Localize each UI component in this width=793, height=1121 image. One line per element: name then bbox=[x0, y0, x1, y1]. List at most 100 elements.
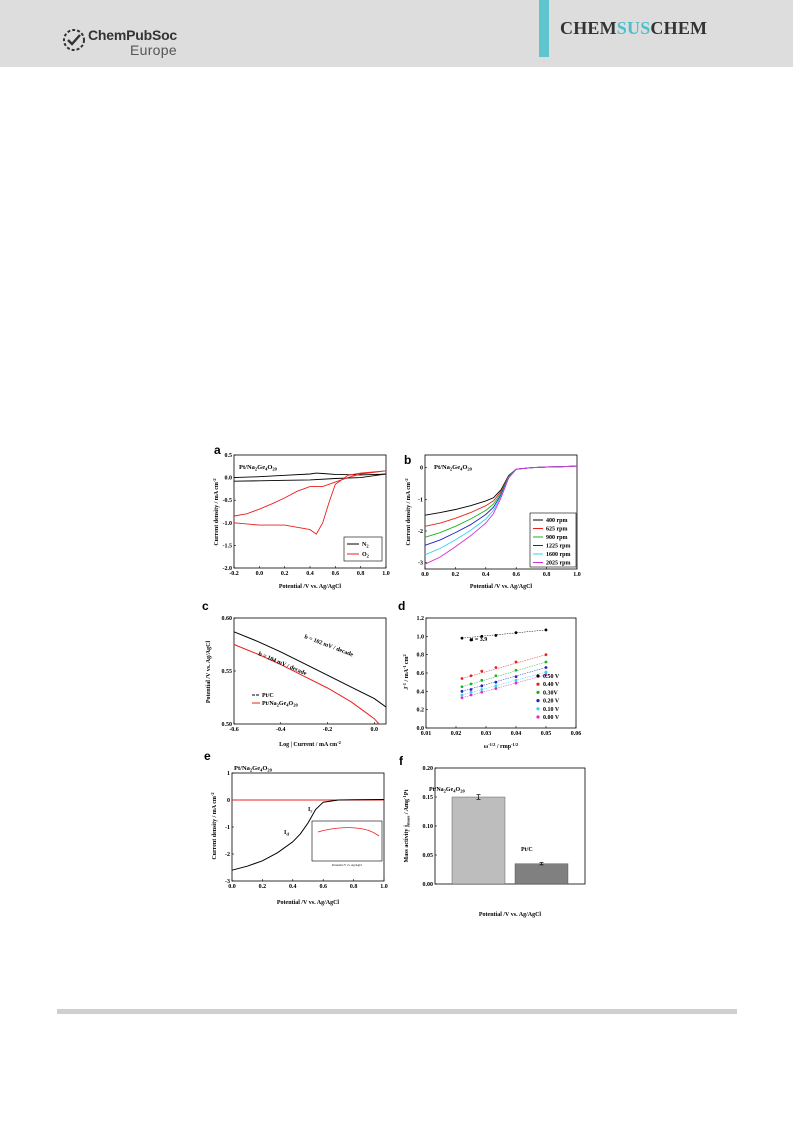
chart-e: e Pt/Na2Ge4O20 0.0 0.2 0.4 0.6 0.8 1.0 1 0 -1 -2 -… bbox=[204, 749, 388, 906]
kl-point bbox=[469, 682, 473, 686]
y-axis-label-b: Current density / mA cm-2 bbox=[404, 478, 412, 546]
legend-label-b: 625 rpm bbox=[546, 527, 568, 533]
inset-ring-curve bbox=[317, 827, 380, 837]
panel-label-e: e bbox=[204, 749, 211, 763]
kl-point bbox=[480, 678, 484, 682]
x-axis-label-e: Potential /V vs. Ag/AgCl bbox=[277, 900, 340, 906]
f-y-tick-label: 0.00 bbox=[423, 882, 434, 888]
kl-point bbox=[514, 681, 518, 685]
e-y-tick-label: 1 bbox=[227, 771, 230, 777]
d-y-tick-label: 0.8 bbox=[417, 653, 425, 659]
kl-point bbox=[460, 636, 464, 640]
d-x-tick-label: 0.05 bbox=[541, 731, 552, 737]
e-x-tick-label: 1.0 bbox=[380, 884, 388, 890]
mass-activity-bar bbox=[451, 796, 506, 885]
chart-a: a Pt/Na2Ge4O20 -0.2 0.0 0.2 0.4 0.6 0.8 1.0 -2.… bbox=[212, 443, 390, 590]
f-y-tick-label: 0.20 bbox=[423, 766, 434, 772]
kl-point bbox=[494, 680, 498, 684]
kl-fit-line bbox=[461, 661, 547, 687]
chart-f: f 0.00 0.05 0.10 0.15 0.20 Pt/Na2Ge4O20 Pt/C… bbox=[399, 754, 586, 918]
d-y-tick-label: 0.4 bbox=[417, 689, 425, 695]
figure-panel-e: e Pt/Na2Ge4O20 0.0 0.2 0.4 0.6 0.8 1.0 1 0 -1 -2 -… bbox=[196, 748, 396, 908]
f-y-tick-label: 0.05 bbox=[423, 853, 434, 859]
legend-box-a bbox=[343, 536, 383, 562]
kl-point bbox=[480, 688, 484, 691]
x-axis-label-d: ω-1/2 / rmp-1/2 bbox=[484, 742, 519, 750]
c-y-tick-label: 0.50 bbox=[222, 722, 233, 728]
kl-point bbox=[460, 685, 464, 689]
chart-c: c -0.6 -0.4 -0.2 0.0 0.60 0.55 0.50 b = 102 mV… bbox=[202, 599, 387, 748]
a-x-tick-label: 0.6 bbox=[332, 571, 340, 577]
kl-point bbox=[544, 666, 548, 669]
kl-point bbox=[460, 677, 464, 680]
cv-curve-o2 bbox=[233, 470, 387, 535]
mass-activity-bar bbox=[514, 863, 569, 885]
lsv-curve-2025-rpm bbox=[424, 465, 578, 565]
sample-title-e: Pt/Na2Ge4O20 bbox=[234, 765, 273, 773]
legend-label-d: 0.20 V bbox=[543, 699, 560, 705]
kl-point bbox=[480, 684, 484, 688]
kl-fit-line bbox=[461, 654, 547, 679]
x-axis-label-c: Log | Current / mA cm-2 bbox=[279, 740, 342, 748]
kl-point bbox=[544, 628, 548, 632]
d-y-tick-label: 0.0 bbox=[417, 726, 425, 732]
publisher-name: ChemPubSoc bbox=[88, 27, 178, 43]
kl-point bbox=[460, 696, 464, 700]
kl-fit-line bbox=[461, 671, 547, 696]
panel-label-d: d bbox=[398, 599, 405, 613]
kl-point bbox=[469, 690, 473, 694]
b-y-tick-label: -3 bbox=[418, 561, 423, 567]
chart-b: b Pt/Na2Ge4O20 0.0 0.2 0.4 0.6 0.8 1.0 0 -1 -2 -3… bbox=[404, 453, 581, 590]
x-axis-label-b: Potential /V vs. Ag/AgCl bbox=[470, 584, 533, 590]
c-y-tick-label: 0.60 bbox=[222, 616, 233, 622]
journal-title-part2: SUS bbox=[616, 18, 651, 38]
legend-marker-d bbox=[536, 715, 540, 719]
legend-label-b: 2025 rpm bbox=[546, 561, 571, 567]
legend-label-b: 900 rpm bbox=[546, 535, 568, 541]
c-x-tick-label: -0.2 bbox=[323, 727, 333, 733]
panel-label-a: a bbox=[214, 443, 221, 457]
publisher-logo[interactable]: ChemPubSoc Europe bbox=[62, 24, 202, 60]
d-x-tick-label: 0.04 bbox=[511, 731, 522, 737]
kl-point bbox=[469, 638, 473, 642]
kl-point bbox=[469, 688, 473, 691]
ring-current-label: Ir bbox=[308, 807, 312, 814]
journal-title-part3: CHEM bbox=[650, 18, 708, 38]
f-y-tick-label: 0.15 bbox=[423, 795, 434, 801]
e-x-tick-label: 0.2 bbox=[259, 884, 267, 890]
d-x-tick-label: 0.06 bbox=[571, 731, 582, 737]
legend-label-d: 0.00 V bbox=[543, 715, 560, 721]
y-axis-label-d: J-1 / mA-1cm2 bbox=[402, 654, 410, 690]
a-y-tick-label: -1.5 bbox=[223, 543, 233, 549]
e-x-tick-label: 0.6 bbox=[319, 884, 327, 890]
kl-point bbox=[494, 684, 498, 688]
legend-label-b: 1225 rpm bbox=[546, 544, 571, 550]
kl-point bbox=[514, 660, 518, 664]
tafel-curve-ptc bbox=[233, 631, 387, 708]
d-y-tick-label: 1.0 bbox=[417, 634, 425, 640]
kl-fit-line bbox=[461, 674, 547, 698]
bar-label-sample: Pt/Na2Ge4O20 bbox=[429, 787, 465, 794]
figure-panel-d: d 0.01 0.02 0.03 0.04 0.05 0.06 0.0 0.2 0.4 0.6 0.… bbox=[396, 598, 596, 750]
b-x-tick-label: 0.6 bbox=[512, 572, 520, 578]
sample-title-a: Pt/Na2Ge4O20 bbox=[239, 464, 278, 472]
a-x-tick-label: 0.0 bbox=[256, 571, 264, 577]
legend-label-d: 0.10 V bbox=[543, 707, 560, 713]
kl-point bbox=[544, 670, 548, 674]
b-x-tick-label: 0.8 bbox=[543, 572, 551, 578]
kl-point bbox=[494, 666, 498, 669]
kl-point bbox=[480, 690, 484, 694]
b-y-tick-label: 0 bbox=[420, 466, 423, 472]
kl-point bbox=[514, 675, 518, 679]
legend-label-n2: N2 bbox=[362, 542, 369, 549]
tafel-slope-ptc: b = 102 mV / decade bbox=[303, 634, 354, 658]
kl-point bbox=[494, 634, 498, 637]
d-x-tick-label: 0.01 bbox=[421, 731, 432, 737]
legend-box-b bbox=[529, 512, 577, 568]
page-header: ChemPubSoc Europe CHEMSUSCHEM bbox=[0, 0, 793, 67]
kl-point bbox=[514, 678, 518, 682]
e-x-tick-label: 0.8 bbox=[350, 884, 358, 890]
x-axis-label-f: Potential /V vs. Ag/AgCl bbox=[479, 912, 542, 918]
panel-label-f: f bbox=[399, 754, 404, 768]
a-y-tick-label: -2.0 bbox=[223, 566, 233, 572]
